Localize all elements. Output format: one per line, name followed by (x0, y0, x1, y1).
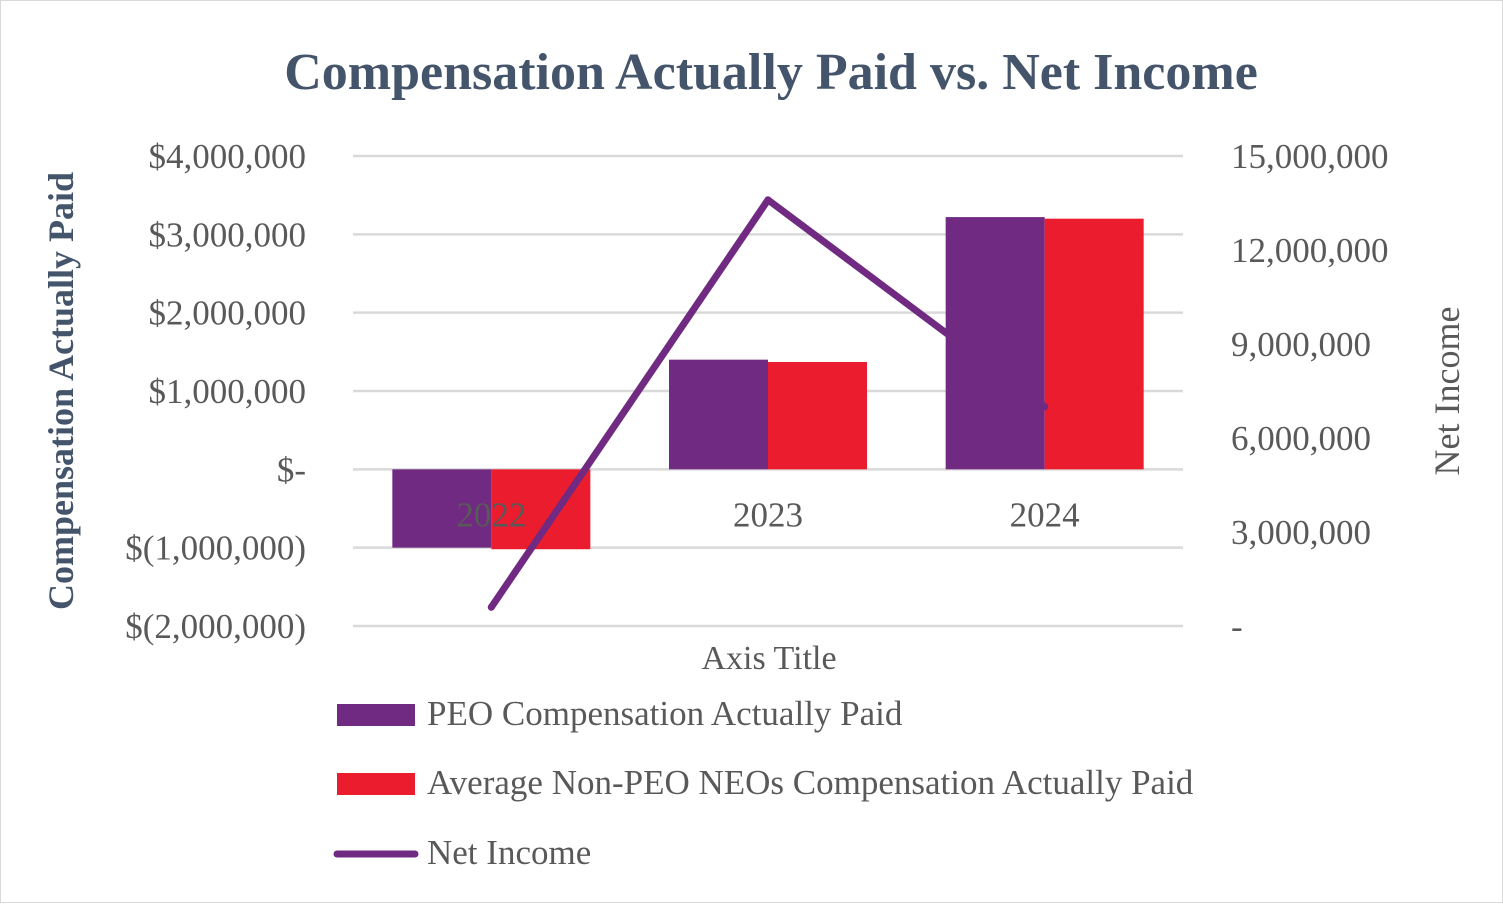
legend-swatch-non-peo (337, 773, 415, 795)
y-right-tick-label: 6,000,000 (1231, 419, 1371, 458)
y-left-tick-label: $4,000,000 (149, 137, 307, 176)
x-category-label: 2023 (733, 495, 803, 534)
y-left-tick-label: $(2,000,000) (125, 607, 306, 646)
x-category-label: 2022 (456, 495, 526, 534)
legend-label-non-peo: Average Non-PEO NEOs Compensation Actual… (427, 763, 1194, 802)
legend-swatch-peo (337, 704, 415, 726)
x-category-label: 2024 (1010, 495, 1080, 534)
line-series (487, 196, 1049, 611)
y-left-tick-label: $- (277, 450, 306, 489)
y-right-tick-label: 9,000,000 (1231, 325, 1371, 364)
bar-peo-2022 (392, 469, 492, 548)
net-income-point-2022 (487, 603, 495, 611)
bar-non-peo-2023 (768, 362, 867, 470)
x-category-labels: 2022 2023 2024 (456, 495, 1079, 534)
y-left-tick-label: $(1,000,000) (125, 529, 306, 568)
net-income-point-2023 (764, 196, 772, 204)
y-right-tick-label: 15,000,000 (1231, 137, 1389, 176)
y-right-tick-label: 3,000,000 (1231, 513, 1371, 552)
y-left-tick-label: $2,000,000 (149, 294, 307, 333)
y-axis-left-title: Compensation Actually Paid (41, 172, 81, 610)
legend: PEO Compensation Actually Paid Average N… (333, 694, 1194, 872)
bar-peo-2023 (669, 359, 768, 470)
y-right-tick-label: 12,000,000 (1231, 231, 1389, 270)
net-income-point-2024 (1041, 403, 1049, 411)
legend-label-peo: PEO Compensation Actually Paid (427, 694, 903, 733)
y-axis-right-ticks: 15,000,000 12,000,000 9,000,000 6,000,000 3,… (1231, 137, 1389, 646)
chart-title: Compensation Actually Paid vs. Net Incom… (284, 44, 1258, 101)
y-axis-left-ticks: $4,000,000 $3,000,000 $2,000,000 $1,000,000… (125, 137, 306, 646)
y-left-tick-label: $1,000,000 (149, 372, 307, 411)
x-axis-title: Axis Title (701, 640, 836, 677)
y-right-tick-label: - (1231, 607, 1243, 646)
legend-label-net-income: Net Income (427, 833, 591, 872)
y-axis-right-title: Net Income (1427, 307, 1467, 476)
y-left-tick-label: $3,000,000 (149, 215, 307, 254)
bar-non-peo-2024 (1044, 218, 1144, 470)
